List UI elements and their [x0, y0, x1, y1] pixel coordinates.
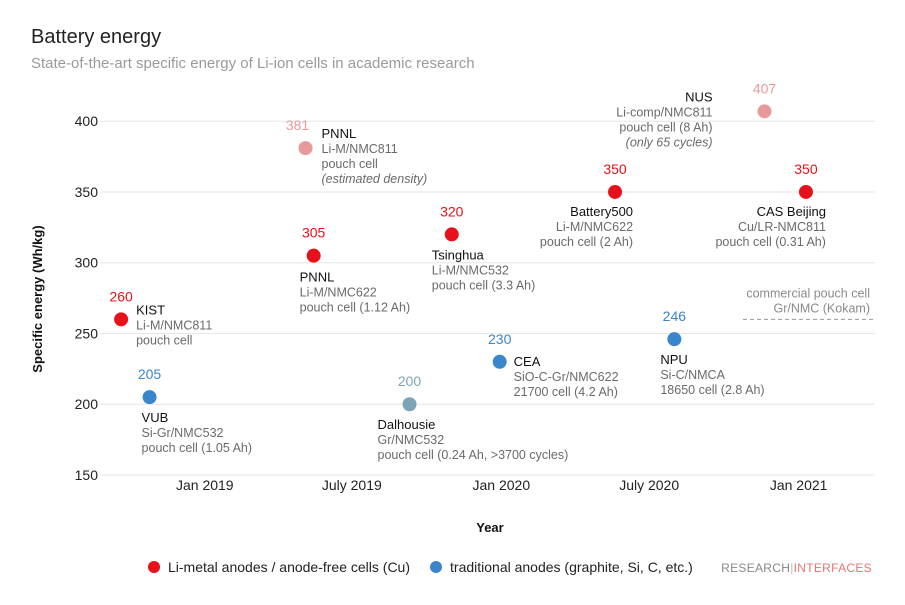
- legend-item-traditional: traditional anodes (graphite, Si, C, etc…: [430, 559, 693, 575]
- point-detail: 18650 cell (2.8 Ah): [660, 383, 764, 397]
- point-name: PNNL: [300, 270, 335, 285]
- data-point: [608, 184, 623, 199]
- data-point: [114, 312, 129, 327]
- point-detail: Li-comp/NMC811: [616, 105, 712, 119]
- data-label: 305: [302, 225, 326, 241]
- data-point: [667, 332, 682, 347]
- data-label: 230: [488, 331, 512, 347]
- y-axis-label: Specific energy (Wh/kg): [30, 225, 45, 372]
- point-detail: pouch cell (2 Ah): [540, 235, 633, 249]
- point-name: Battery500: [570, 204, 633, 219]
- data-label: 381: [286, 117, 310, 133]
- data-label: 407: [753, 80, 777, 96]
- point-detail: pouch cell (1.05 Ah): [142, 441, 253, 455]
- reference-label: Gr/NMC (Kokam): [773, 301, 870, 315]
- legend-item-li-metal: Li-metal anodes / anode-free cells (Cu): [148, 559, 410, 575]
- x-tick-label: July 2020: [619, 477, 679, 493]
- legend-dot-icon: [430, 561, 443, 573]
- data-label: 350: [603, 161, 627, 177]
- x-tick-labels: Jan 2019 July 2019 Jan 2020 July 2020 Jan 20…: [176, 477, 828, 493]
- point-detail: pouch cell (8 Ah): [619, 120, 712, 134]
- point-name: Dalhousie: [378, 417, 436, 432]
- data-label: 350: [794, 161, 818, 177]
- legend: Li-metal anodes / anode-free cells (Cu) …: [148, 559, 713, 575]
- point-detail: Li-M/NMC532: [432, 263, 509, 277]
- point-detail: Li-M/NMC622: [556, 220, 633, 234]
- brand-part1: RESEARCH: [721, 561, 791, 575]
- data-label: 205: [138, 366, 162, 382]
- point-name: CEA: [514, 354, 541, 369]
- point-detail: Gr/NMC532: [378, 433, 445, 447]
- data-points: [114, 104, 813, 412]
- point-name: NUS: [685, 89, 713, 104]
- chart-title: Battery energy: [31, 26, 162, 48]
- point-name: Tsinghua: [432, 247, 485, 262]
- point-detail: Li-M/NMC811: [322, 142, 398, 156]
- x-tick-label: Jan 2020: [473, 477, 531, 493]
- data-label: 320: [440, 203, 464, 219]
- data-point: [142, 390, 157, 405]
- point-name: PNNL: [322, 126, 357, 141]
- point-detail: (only 65 cycles): [626, 135, 713, 149]
- point-detail: 21700 cell (4.2 Ah): [514, 385, 618, 399]
- point-detail: Cu/LR-NMC811: [738, 220, 826, 234]
- y-tick-label: 200: [75, 396, 99, 412]
- y-tick-label: 300: [75, 255, 99, 271]
- point-detail: Li-M/NMC811: [136, 318, 212, 332]
- point-name: CAS Beijing: [757, 204, 826, 219]
- point-detail: pouch cell: [322, 157, 378, 171]
- reference-label: commercial pouch cell: [746, 286, 870, 300]
- point-detail: Li-M/NMC622: [300, 286, 377, 300]
- y-tick-label: 400: [75, 113, 99, 129]
- point-detail: pouch cell (3.3 Ah): [432, 278, 536, 292]
- x-tick-label: Jan 2019: [176, 477, 234, 493]
- legend-label: traditional anodes (graphite, Si, C, etc…: [450, 559, 693, 575]
- point-detail: pouch cell (1.12 Ah): [300, 301, 411, 315]
- point-name: NPU: [660, 352, 687, 367]
- brand-logo: RESEARCH|INTERFACES: [721, 561, 872, 575]
- point-name: KIST: [136, 302, 165, 317]
- x-tick-label: July 2019: [322, 477, 382, 493]
- point-detail: SiO-C-Gr/NMC622: [514, 370, 619, 384]
- chart-subtitle: State-of-the-art specific energy of Li-i…: [31, 55, 475, 72]
- point-name: VUB: [142, 410, 169, 425]
- data-point: [444, 227, 459, 242]
- x-axis-label: Year: [476, 520, 503, 535]
- data-point: [298, 141, 313, 156]
- brand-part2: INTERFACES: [793, 561, 872, 575]
- point-detail: pouch cell (0.24 Ah, >3700 cycles): [378, 448, 569, 462]
- x-tick-label: Jan 2021: [770, 477, 828, 493]
- y-tick-label: 250: [75, 325, 99, 341]
- grid-lines: [100, 120, 875, 476]
- y-tick-labels: 150 200 250 300 350 400: [75, 113, 99, 483]
- y-tick-label: 350: [75, 184, 99, 200]
- data-point: [798, 184, 813, 199]
- data-point: [757, 104, 772, 119]
- data-label: 246: [663, 308, 687, 324]
- data-label: 200: [398, 373, 422, 389]
- data-point: [306, 248, 321, 263]
- point-detail: (estimated density): [322, 172, 428, 186]
- data-point: [492, 354, 507, 369]
- data-label: 260: [109, 288, 133, 304]
- point-detail: Si-Gr/NMC532: [142, 426, 224, 440]
- legend-dot-icon: [148, 561, 160, 573]
- brand-separator: |: [790, 561, 794, 575]
- y-tick-label: 150: [75, 467, 99, 483]
- point-detail: pouch cell (0.31 Ah): [715, 235, 826, 249]
- legend-label: Li-metal anodes / anode-free cells (Cu): [168, 559, 411, 575]
- data-point: [402, 397, 417, 412]
- point-detail: pouch cell: [136, 333, 192, 347]
- point-detail: Si-C/NMCA: [660, 368, 725, 382]
